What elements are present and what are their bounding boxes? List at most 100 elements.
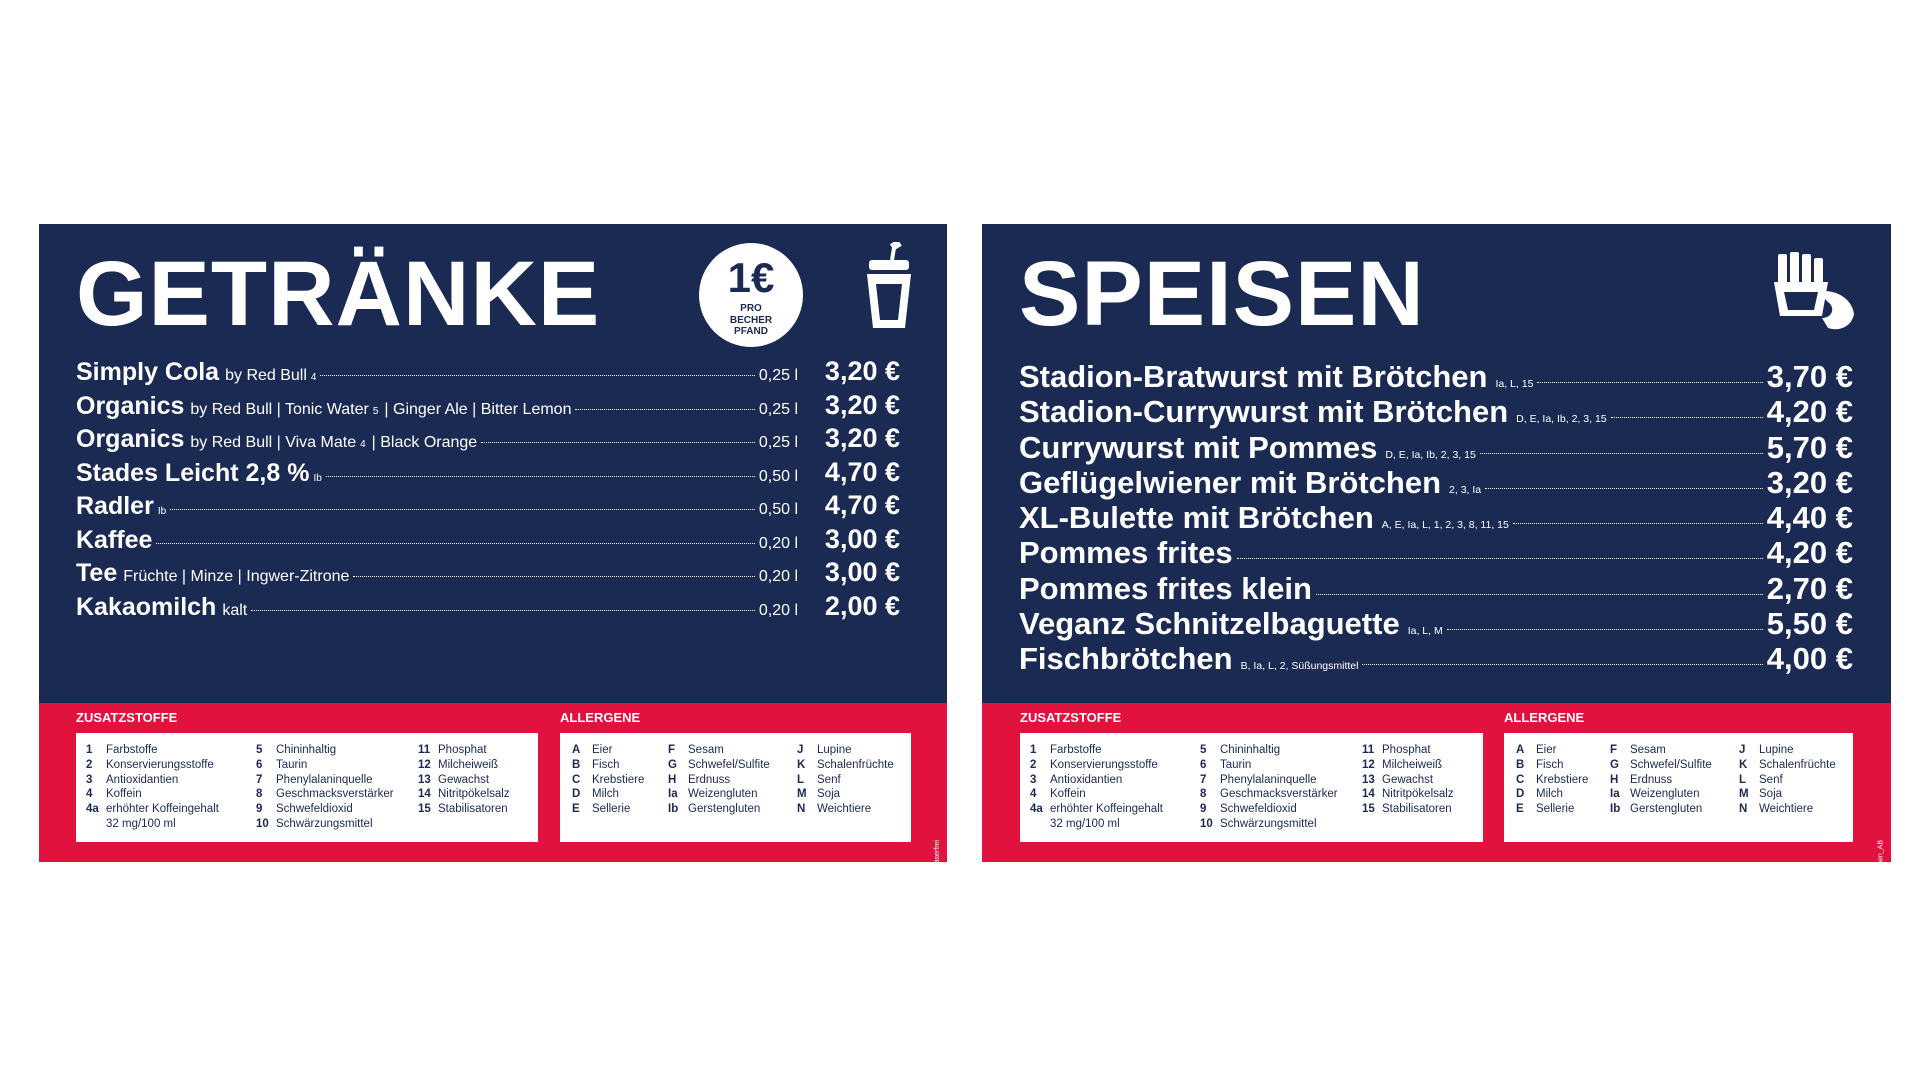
item-allergens: B, Ia, L, 2, Süßungsmittel [1240,660,1359,673]
legend-entry: 9 Schwefeldioxid [256,802,394,817]
legend-code: F [668,744,676,756]
legend-entry: 10 Schwärzungsmittel [256,817,394,832]
legend-code: 8 [256,788,263,801]
legend-code: F [1610,744,1618,756]
item-price: 2,70 € [1766,570,1853,606]
legend-code: G [668,758,677,771]
leader [325,475,755,477]
legend-code: A [1516,744,1525,756]
legend-entry: 1 Farbstoffe [86,743,219,758]
item-name: Stadion-Currywurst mit Brötchen [1019,394,1509,430]
legend-code: J [1739,744,1746,756]
legend-text: Chininhaltig [276,744,337,756]
item-name: Stades Leicht 2,8 % [76,458,310,487]
legend-entry: A Eier [1516,743,1588,758]
legend-entry: 8 Geschmacksverstärker [1200,787,1338,802]
menu-row: Fischbrötchen B, Ia, L, 2, Süßungsmittel 4… [1019,641,1853,676]
item-detail: | Black Orange [371,434,478,451]
legend-entry: 4a erhöhter Koffeingehalt 32 mg/100 ml [1030,802,1163,832]
panel-title: GETRÄNKE [76,243,601,345]
leader [1479,452,1763,454]
legend-text: Eier [1536,744,1557,756]
leader [1537,382,1763,383]
item-superscript: Ib [157,506,167,517]
food-panel: SPEISEN Stadion-Bratwurst mit Brötchen Ia… [982,224,1891,879]
legend-entry: G Schwefel/Sulfite [668,758,770,773]
legend-text: Antioxidantien [1050,773,1123,786]
legend-text: Weichtiere [1759,803,1814,816]
menu-row: Tee Früchte | Minze | Ingwer-Zitrone 0,20 … [76,557,900,591]
legend-code: 9 [1200,803,1207,816]
menu-row: Stadion-Bratwurst mit Brötchen Ia, L, 15 3… [1019,359,1853,394]
legend-entry: 11 Phosphat [418,743,510,758]
legend-text: erhöhter Koffeingehalt 32 mg/100 ml [106,803,219,830]
legend-column: A Eier B Fisch C Krebstiere D Milch E Sellerie [572,743,644,817]
legend-text: Sesam [1630,744,1666,756]
legend-entry: 7 Phenylalaninquelle [1200,773,1338,788]
item-name: Organics [76,425,185,453]
item-size: 0,20 l [758,601,798,619]
legend-text: Krebstiere [1536,773,1589,786]
legend-text: Senf [1759,773,1783,786]
legend-code: Ia [668,788,678,801]
legend-text: Farbstoffe [1050,744,1102,756]
legend-text: Nitritpökelsalz [1382,788,1454,801]
legend-code: K [797,758,806,771]
legend-text: Phenylalaninquelle [276,773,373,786]
legend-code: K [1739,758,1748,771]
legend-text: Gerstengluten [1630,803,1703,816]
legend-text: Schwärzungsmittel [276,817,373,830]
legend-code: E [1516,803,1524,816]
item-name: Veganz Schnitzelbaguette [1019,606,1400,642]
legend-text: Stabilisatoren [1382,803,1452,816]
item-name: Currywurst mit Pommes [1019,429,1378,465]
legend-code: D [1516,788,1525,801]
legend-entry: C Krebstiere [572,773,644,788]
legend-text: Milch [1536,788,1563,801]
legend-code: 8 [1200,788,1207,801]
menu-row: Stadion-Currywurst mit Brötchen D, E, Ia,… [1019,394,1853,429]
legend-code: Ib [668,803,679,816]
menu-row: XL-Bulette mit Brötchen A, E, Ia, L, 1, 2… [1019,500,1853,535]
legend-entry: 14 Nitritpökelsalz [1362,787,1454,802]
menu-row: Veganz Schnitzelbaguette Ia, L, M 5,50 € [1019,606,1853,641]
legend-code: D [572,788,581,801]
leader [1610,417,1763,419]
cup-icon [867,242,911,328]
legend-column: J Lupine K Schalenfrüchte L Senf M Soja N Weichti… [1739,743,1836,817]
legend-text: Sesam [688,744,724,756]
legend-code: B [1516,758,1525,771]
legend-text: Taurin [276,758,308,771]
legend-code: J [797,744,804,756]
legend-code: 14 [418,788,431,801]
legend-entry: B Fisch [1516,758,1588,773]
legend-code: A [572,744,581,756]
legend-entry: Ia Weizengluten [1610,787,1712,802]
menu-row: Geflügelwiener mit Brötchen 2, 3, Ia 3,20 … [1019,465,1853,500]
item-name: Kaffee [76,525,153,554]
legend-code: 4 [1030,788,1037,801]
deposit-badge: 1€ PRO BECHER PFAND [699,243,803,347]
food-list: Stadion-Bratwurst mit Brötchen Ia, L, 15 3… [1019,359,1853,677]
legend-code: 5 [1200,744,1207,756]
item-size: 0,20 l [758,568,798,585]
legend-text: Schwefeldioxid [276,803,353,816]
item-price: 3,00 € [824,523,900,554]
legend-code: H [1610,773,1619,786]
legend-text: Erdnuss [1630,773,1673,786]
legend-entry: 15 Stabilisatoren [418,802,510,817]
item-name: Organics [76,391,185,420]
item-detail: by Red Bull | Viva Mate [190,434,357,451]
legend-entry: H Erdnuss [1610,773,1712,788]
legend-entry: 15 Stabilisatoren [1362,802,1454,817]
legend-text: Konservierungsstoffe [106,758,214,771]
fries-icon [1774,252,1854,330]
legend-code: 5 [256,744,263,756]
legend-text: Koffein [1050,788,1086,801]
legend-code: L [1739,773,1747,786]
item-detail: by Red Bull [225,367,307,384]
item-price: 3,20 € [1766,464,1853,500]
legend-heading: ZUSATZSTOFFE [76,710,178,725]
item-detail: kalt [222,601,248,619]
